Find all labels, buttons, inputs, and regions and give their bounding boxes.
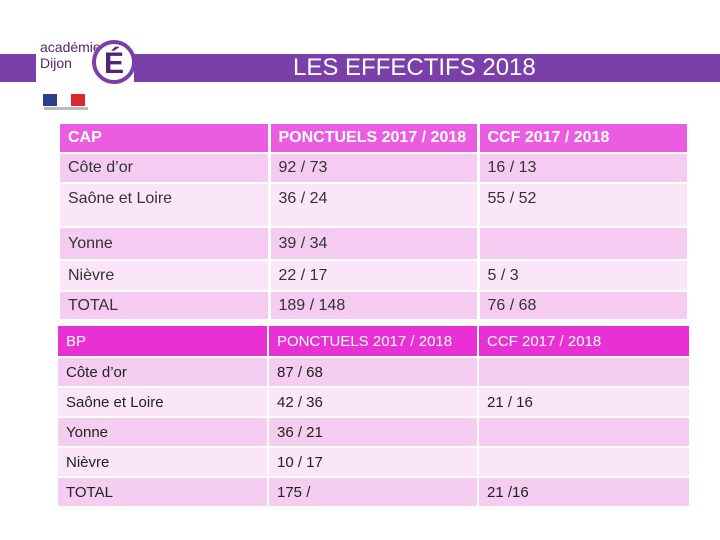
table-cell: 175 / (268, 476, 479, 506)
table-cell: 189 / 148 (269, 290, 480, 319)
table-cell: Yonne (58, 416, 269, 447)
table-cell: Nièvre (58, 446, 269, 477)
table-cell: 22 / 17 (269, 259, 480, 291)
cap-table: CAP PONCTUELS 2017 / 2018 CCF 2017 / 201… (60, 124, 690, 319)
table-cell: 42 / 36 (268, 386, 479, 417)
table-cell: Saône et Loire (60, 182, 271, 227)
logo-line1: académie (40, 39, 101, 55)
cap-header-cell: CCF 2017 / 2018 (478, 124, 690, 153)
table-cell: 76 / 68 (478, 290, 690, 319)
table-cell (478, 226, 690, 260)
table-cell: 87 / 68 (268, 356, 479, 387)
table-cell: 55 / 52 (478, 182, 690, 227)
cap-header-row: CAP PONCTUELS 2017 / 2018 CCF 2017 / 201… (60, 124, 690, 153)
table-cell: 39 / 34 (269, 226, 480, 260)
table-cell: 16 / 13 (478, 152, 690, 183)
table-cell: 5 / 3 (478, 259, 690, 291)
table-row: Yonne 36 / 21 (58, 416, 691, 447)
table-cell (478, 416, 691, 447)
table-row: Saône et Loire 42 / 36 21 / 16 (58, 386, 691, 417)
table-cell: 36 / 24 (269, 182, 480, 227)
bp-header-cell: PONCTUELS 2017 / 2018 (268, 326, 479, 357)
table-cell: Saône et Loire (58, 386, 269, 417)
table-row: TOTAL 175 / 21 /16 (58, 476, 691, 506)
table-cell: 21 /16 (478, 476, 691, 506)
table-row: Côte d’or 87 / 68 (58, 356, 691, 387)
table-cell: TOTAL (60, 290, 271, 319)
table-cell: Côte d’or (60, 152, 271, 183)
table-cell: Nièvre (60, 259, 271, 291)
table-row: TOTAL 189 / 148 76 / 68 (60, 290, 690, 319)
slide-title: LES EFFECTIFS 2018 (293, 54, 536, 81)
table-cell: 92 / 73 (269, 152, 480, 183)
table-row: Côte d’or 92 / 73 16 / 13 (60, 152, 690, 183)
logo-line2: Dijon (40, 55, 72, 71)
table-cell: TOTAL (58, 476, 269, 506)
table-cell: 21 / 16 (478, 386, 691, 417)
table-cell (478, 446, 691, 477)
logo-letter: É (104, 46, 124, 80)
table-row: Yonne 39 / 34 (60, 226, 690, 260)
table-row: Nièvre 22 / 17 5 / 3 (60, 259, 690, 291)
flag-caption (44, 107, 88, 110)
bp-header-cell: CCF 2017 / 2018 (478, 326, 691, 357)
academie-dijon-logo: académie Dijon É (38, 22, 138, 92)
bp-table: BP PONCTUELS 2017 / 2018 CCF 2017 / 2018… (58, 326, 691, 506)
table-cell (478, 356, 691, 387)
table-cell: 36 / 21 (268, 416, 479, 447)
cap-header-cell: CAP (60, 124, 271, 153)
cap-header-cell: PONCTUELS 2017 / 2018 (269, 124, 480, 153)
table-row: Saône et Loire 36 / 24 55 / 52 (60, 182, 690, 227)
bp-header-row: BP PONCTUELS 2017 / 2018 CCF 2017 / 2018 (58, 326, 691, 357)
french-flag-icon (43, 94, 87, 106)
logo-circle-icon: É (92, 40, 136, 84)
table-cell: Côte d’or (58, 356, 269, 387)
table-cell: Yonne (60, 226, 271, 260)
table-row: Nièvre 10 / 17 (58, 446, 691, 477)
table-cell: 10 / 17 (268, 446, 479, 477)
bp-header-cell: BP (58, 326, 269, 357)
